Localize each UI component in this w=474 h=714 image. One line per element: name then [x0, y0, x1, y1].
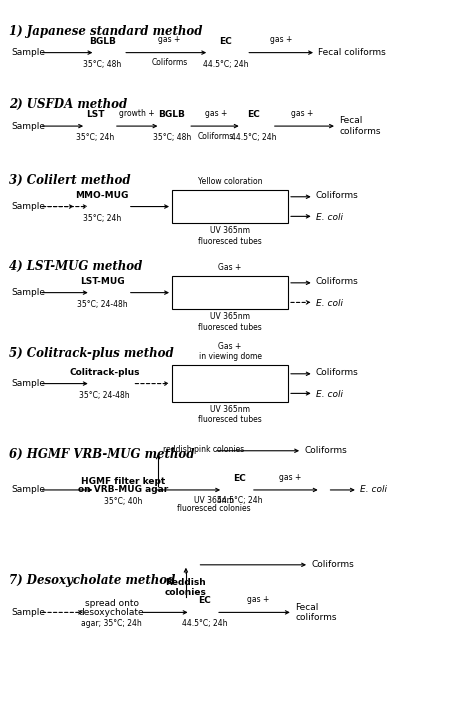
Text: E. coli: E. coli — [360, 486, 387, 495]
Text: HGMF filter kept: HGMF filter kept — [81, 477, 165, 486]
Text: gas +: gas + — [270, 35, 292, 44]
Text: gas +: gas + — [205, 109, 228, 118]
Text: 3) Colilert method: 3) Colilert method — [9, 174, 131, 186]
Text: 35°C; 48h: 35°C; 48h — [83, 59, 121, 69]
Text: Yellow coloration: Yellow coloration — [198, 176, 262, 186]
Text: Coliforms: Coliforms — [316, 277, 359, 286]
Text: BGLB: BGLB — [89, 36, 116, 46]
Text: 44.5°C; 24h: 44.5°C; 24h — [203, 59, 248, 69]
Text: Fecal coliforms: Fecal coliforms — [319, 48, 386, 57]
Text: Sample: Sample — [12, 288, 46, 297]
Text: gas +: gas + — [291, 109, 313, 118]
Text: UV 365nm
fluoresced tubes: UV 365nm fluoresced tubes — [198, 312, 262, 331]
Text: Fecal
coliforms: Fecal coliforms — [295, 603, 337, 622]
Text: gas +: gas + — [246, 595, 269, 604]
Text: fluoresced colonies: fluoresced colonies — [177, 504, 251, 513]
Text: Sample: Sample — [12, 48, 46, 57]
Text: EC: EC — [247, 110, 260, 119]
Text: 35°C; 24-48h: 35°C; 24-48h — [77, 300, 128, 308]
Text: E. coli: E. coli — [316, 391, 343, 399]
Text: 6) HGMF VRB-MUG method: 6) HGMF VRB-MUG method — [9, 448, 195, 461]
Text: UV 365nm
fluoresced tubes: UV 365nm fluoresced tubes — [198, 226, 262, 246]
Text: 7) Desoxycholate method: 7) Desoxycholate method — [9, 574, 176, 587]
Text: Coliforms: Coliforms — [304, 446, 347, 456]
Text: Coliforms: Coliforms — [316, 191, 359, 200]
Text: Coliforms: Coliforms — [311, 560, 354, 569]
Text: 44.5°C; 24h: 44.5°C; 24h — [217, 496, 262, 505]
Text: Sample: Sample — [12, 608, 46, 617]
Text: agar; 35°C; 24h: agar; 35°C; 24h — [81, 619, 142, 628]
Text: 2) USFDA method: 2) USFDA method — [9, 98, 128, 111]
Text: 4) LST-MUG method: 4) LST-MUG method — [9, 261, 143, 273]
Text: spread onto: spread onto — [84, 599, 138, 608]
Text: Sample: Sample — [12, 202, 46, 211]
Text: LST: LST — [86, 110, 105, 119]
Text: E. coli: E. coli — [316, 213, 343, 222]
Text: Coliforms: Coliforms — [316, 368, 359, 377]
Text: LST-MUG: LST-MUG — [80, 276, 125, 286]
Text: desoxycholate: desoxycholate — [79, 608, 145, 617]
Bar — [172, 276, 288, 309]
Text: Sample: Sample — [12, 121, 46, 131]
Text: 35°C; 24-48h: 35°C; 24-48h — [79, 391, 130, 400]
Text: E. coli: E. coli — [316, 299, 343, 308]
Text: gas +: gas + — [279, 473, 301, 481]
Text: 44.5°C; 24h: 44.5°C; 24h — [182, 619, 227, 628]
Text: Reddish
colonies: Reddish colonies — [165, 578, 207, 597]
Bar — [172, 366, 288, 402]
Text: UV 365nm: UV 365nm — [194, 496, 234, 505]
Text: 44.5°C; 24h: 44.5°C; 24h — [230, 133, 276, 142]
Text: Coliforms: Coliforms — [152, 59, 188, 67]
Text: Sample: Sample — [12, 379, 46, 388]
Text: 35°C; 24h: 35°C; 24h — [76, 133, 114, 142]
Text: Fecal
coliforms: Fecal coliforms — [339, 116, 381, 136]
Text: EC: EC — [233, 474, 246, 483]
Text: UV 365nm
fluoresced tubes: UV 365nm fluoresced tubes — [198, 405, 262, 424]
Text: Gas +
in viewing dome: Gas + in viewing dome — [199, 342, 262, 361]
Text: EC: EC — [219, 36, 232, 46]
Text: Coliforms: Coliforms — [198, 131, 234, 141]
Text: BGLB: BGLB — [158, 110, 185, 119]
Text: 35°C; 24h: 35°C; 24h — [83, 213, 121, 223]
Text: growth +: growth + — [119, 109, 155, 118]
Text: gas +: gas + — [158, 35, 181, 44]
Text: reddish pink colonies: reddish pink colonies — [163, 445, 244, 453]
Bar — [172, 190, 288, 223]
Text: Colitrack-plus: Colitrack-plus — [69, 368, 140, 376]
Text: EC: EC — [198, 596, 211, 605]
Text: 5) Colitrack-plus method: 5) Colitrack-plus method — [9, 346, 174, 360]
Text: MMO-MUG: MMO-MUG — [75, 191, 129, 199]
Text: 35°C; 48h: 35°C; 48h — [153, 133, 191, 142]
Text: Gas +: Gas + — [219, 263, 242, 271]
Text: Sample: Sample — [12, 486, 46, 495]
Text: on VRB-MUG agar: on VRB-MUG agar — [78, 486, 168, 495]
Text: 1) Japanese standard method: 1) Japanese standard method — [9, 25, 203, 38]
Text: 35°C; 40h: 35°C; 40h — [104, 497, 142, 506]
